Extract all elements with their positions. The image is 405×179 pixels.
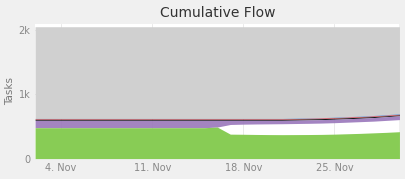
Title: Cumulative Flow: Cumulative Flow	[160, 6, 275, 20]
Y-axis label: Tasks: Tasks	[6, 77, 15, 105]
